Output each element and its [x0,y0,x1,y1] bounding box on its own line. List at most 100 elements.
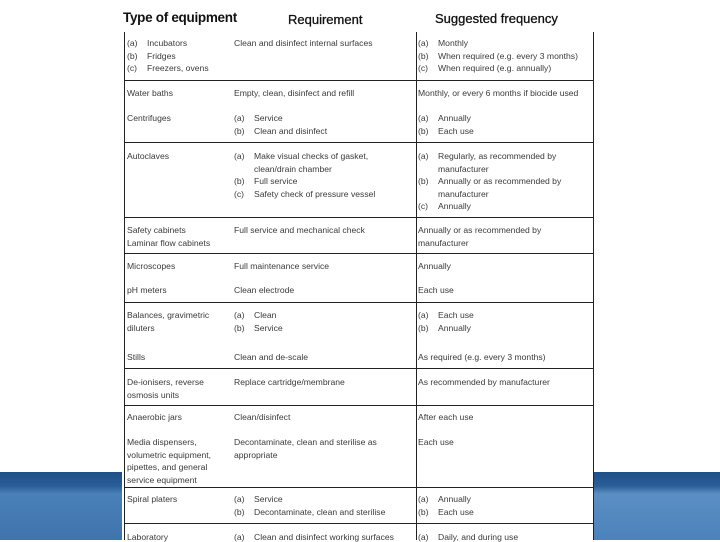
frequency-cell-line: manufacturer [438,188,489,199]
equipment-cell-line: Anaerobic jars [127,412,182,422]
requirement-cell-line: (a) Service [234,113,283,123]
equipment-cell-line: Microscopes [127,261,176,271]
frequency-cell-line: As recommended by manufacturer [418,377,550,387]
item-marker: (a) [234,494,245,504]
requirement-cell-line: (c) Safety check of pressure vessel [234,188,376,199]
requirement-cell-line: Replace cartridge/membrane [234,377,345,387]
requirement-cell-line: Clean/disinfect [234,412,291,422]
requirement-cell-line: Full maintenance service [234,261,330,271]
frequency-cell-line: (b) Annually or as recommended by [418,176,562,187]
requirement-cell-line: Clean and disinfect internal surfaces [234,38,373,48]
slide-background-band-left [0,472,122,540]
item-marker: (b) [418,50,429,61]
item-marker: (a) [234,151,245,161]
item-marker: (a) [418,494,429,504]
item-marker: (b) [418,506,429,517]
row-divider [124,253,594,254]
equipment-cell-line: Spiral platers [127,494,178,504]
requirement-cell-line: Clean electrode [234,285,295,295]
item-marker: (a) [418,532,429,542]
frequency-cell-line: As required (e.g. every 3 months) [418,352,546,362]
item-marker: (a) [127,38,138,48]
equipment-cell-line: service equipment [127,474,197,485]
equipment-cell-line: osmosis units [127,389,180,400]
row-divider [124,302,594,303]
frequency-cell-line: (c) Annually [418,201,471,212]
equipment-maintenance-table: Type of equipment Requirement Suggested … [122,0,594,542]
item-marker: (a) [234,113,245,123]
row-divider [124,487,594,488]
equipment-cell-line: pH meters [127,285,167,295]
item-marker: (b) [234,506,245,517]
equipment-cell-line: Media dispensers, [127,437,197,447]
requirement-cell-line: (a) Make visual checks of gasket, [234,151,369,161]
row-divider [124,142,594,143]
header-equipment: Type of equipment [123,10,237,25]
frequency-cell-line: Monthly, or every 6 months if biocide us… [418,88,579,98]
frequency-cell-line: manufacturer [418,237,469,248]
column-divider [416,32,417,540]
item-marker: (b) [234,176,245,187]
equipment-cell-line: Water baths [127,88,174,98]
frequency-cell-line: Annually [418,261,451,271]
frequency-cell-line: (a) Each use [418,310,474,320]
equipment-cell-line: diluters [127,322,155,333]
requirement-cell-line: (b) Decontaminate, clean and sterilise [234,506,386,517]
requirement-cell-line: (a) Clean and disinfect working surfaces [234,532,394,542]
equipment-cell-line: Safety cabinets [127,225,186,235]
row-divider [124,523,594,524]
frequency-cell-line: Each use [418,437,454,447]
item-marker: (a) [234,532,245,542]
table-border-left [124,32,125,540]
header-frequency: Suggested frequency [435,11,558,26]
item-marker: (b) [418,176,429,187]
row-divider [124,217,594,218]
requirement-cell-line: Full service and mechanical check [234,225,365,235]
item-marker: (b) [127,50,138,61]
requirement-cell-line: clean/drain chamber [254,163,332,174]
frequency-cell-line: manufacturer [438,163,489,174]
equipment-cell-line: (b) Fridges [127,50,176,61]
requirement-cell-line: Clean and de-scale [234,352,309,362]
row-divider [124,80,594,81]
frequency-cell-line: (a) Daily, and during use [418,532,519,542]
item-marker: (c) [127,63,138,74]
header-requirement: Requirement [288,12,363,27]
frequency-cell-line: (b) Each use [418,125,474,136]
item-marker: (b) [418,125,429,136]
equipment-cell-line: Balances, gravimetric [127,310,210,320]
equipment-cell-line: volumetric equipment, [127,449,212,460]
item-marker: (a) [418,151,429,161]
equipment-cell-line: pipettes, and general [127,462,208,473]
requirement-cell-line: (b) Clean and disinfect [234,125,328,136]
frequency-cell-line: (b) Annually [418,322,471,333]
equipment-cell-line: (a) Incubators [127,38,188,48]
equipment-cell-line: (c) Freezers, ovens [127,63,209,74]
requirement-cell-line: (a) Clean [234,310,277,320]
item-marker: (a) [234,310,245,320]
equipment-cell-line: Centrifuges [127,113,171,123]
equipment-cell-line: De-ionisers, reverse [127,377,204,387]
item-marker: (a) [418,113,429,123]
row-divider [124,405,594,406]
requirement-cell-line: appropriate [234,449,278,460]
requirement-cell-line: Decontaminate, clean and sterilise as [234,437,377,447]
requirement-cell-line: (b) Full service [234,176,298,187]
frequency-cell-line: After each use [418,412,474,422]
table-border-right [593,32,594,540]
equipment-cell-line: Laboratory [127,532,169,542]
requirement-cell-line: (b) Service [234,322,283,333]
item-marker: (b) [234,125,245,136]
item-marker: (c) [418,63,429,74]
frequency-cell-line: (b) When required (e.g. every 3 months) [418,50,578,61]
frequency-cell-line: (a) Monthly [418,38,469,48]
row-divider [124,368,594,369]
item-marker: (c) [418,201,429,212]
frequency-cell-line: Annually or as recommended by [418,225,542,235]
item-marker: (a) [418,38,429,48]
frequency-cell-line: (b) Each use [418,506,474,517]
frequency-cell-line: Each use [418,285,454,295]
frequency-cell-line: (a) Annually [418,113,471,123]
item-marker: (c) [234,188,245,199]
requirement-cell-line: Empty, clean, disinfect and refill [234,88,355,98]
